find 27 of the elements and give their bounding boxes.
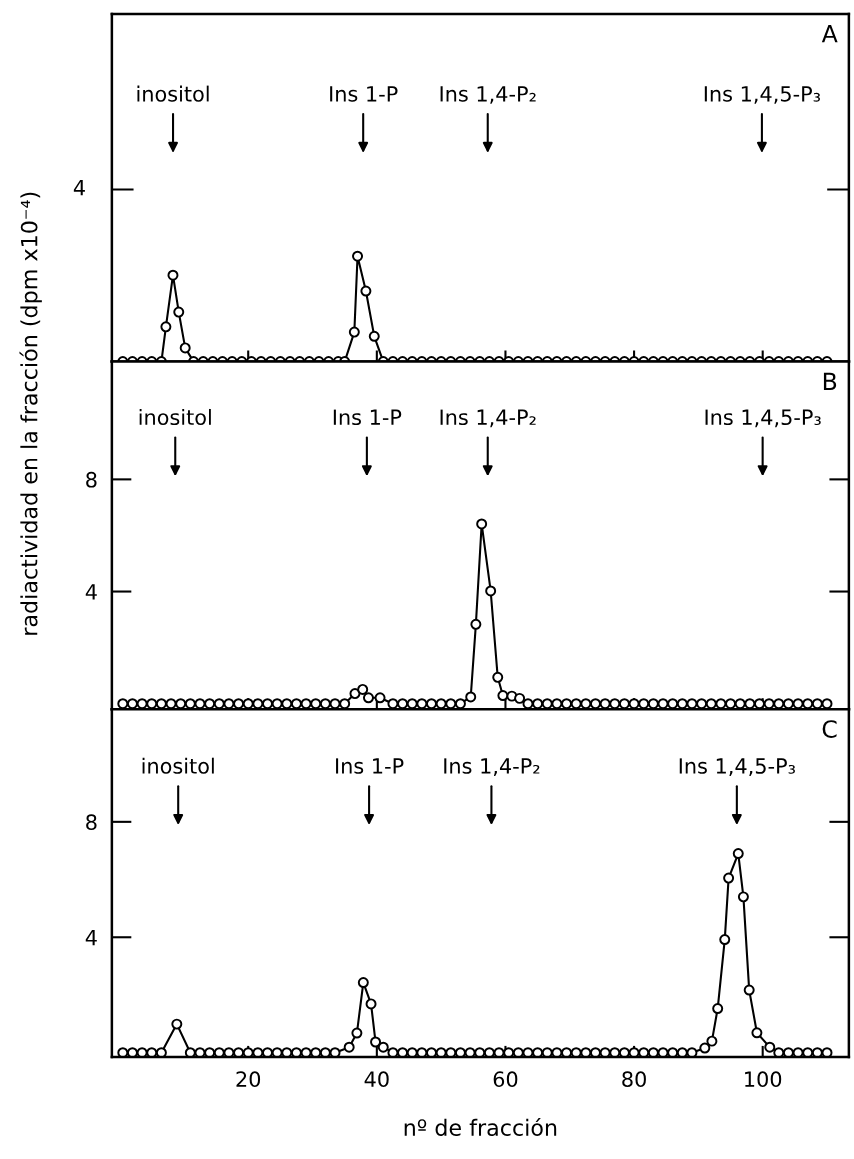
chart-title: C <box>822 720 837 739</box>
x-tick-label: 20 <box>236 1071 261 1088</box>
chart-title: A <box>821 25 838 43</box>
annotation: Ins 1,4-P₂ <box>444 758 540 776</box>
chart-title: B <box>823 372 837 390</box>
y-axis-title: radiactividad en la fracción (dpm x10⁻⁴) <box>19 192 42 635</box>
text: Ins 1-P <box>330 86 398 102</box>
y-tick-label: 4 <box>85 929 97 946</box>
annotation: Ins 1,4,5-P₃ <box>705 409 821 428</box>
annotation: Ins 1,4-P₂ <box>440 409 536 428</box>
text: Ins 1,4,5-P₃ <box>704 86 820 104</box>
y-tick-label: 4 <box>85 584 97 600</box>
text: Ins 1,4-P₂ <box>440 86 536 104</box>
y-tick-label: 8 <box>86 814 97 831</box>
x-axis-title: nº de fracción <box>404 1117 557 1137</box>
annotation: Ins 1-P <box>333 409 402 426</box>
annotation: Ins 1,4,5-P₃ <box>679 758 795 776</box>
annotation: inositol <box>139 408 211 426</box>
y-tick-label: 8 <box>86 471 97 488</box>
x-tick-label: 60 <box>493 1071 518 1088</box>
text: 4 <box>73 180 85 196</box>
annotation: Ins 1-P <box>336 758 404 774</box>
text: inositol <box>137 85 209 102</box>
x-tick-label: 40 <box>364 1071 389 1088</box>
x-tick-label: 100 <box>745 1071 782 1088</box>
annotation: inositol <box>142 757 214 774</box>
x-tick-label: 80 <box>622 1071 646 1088</box>
